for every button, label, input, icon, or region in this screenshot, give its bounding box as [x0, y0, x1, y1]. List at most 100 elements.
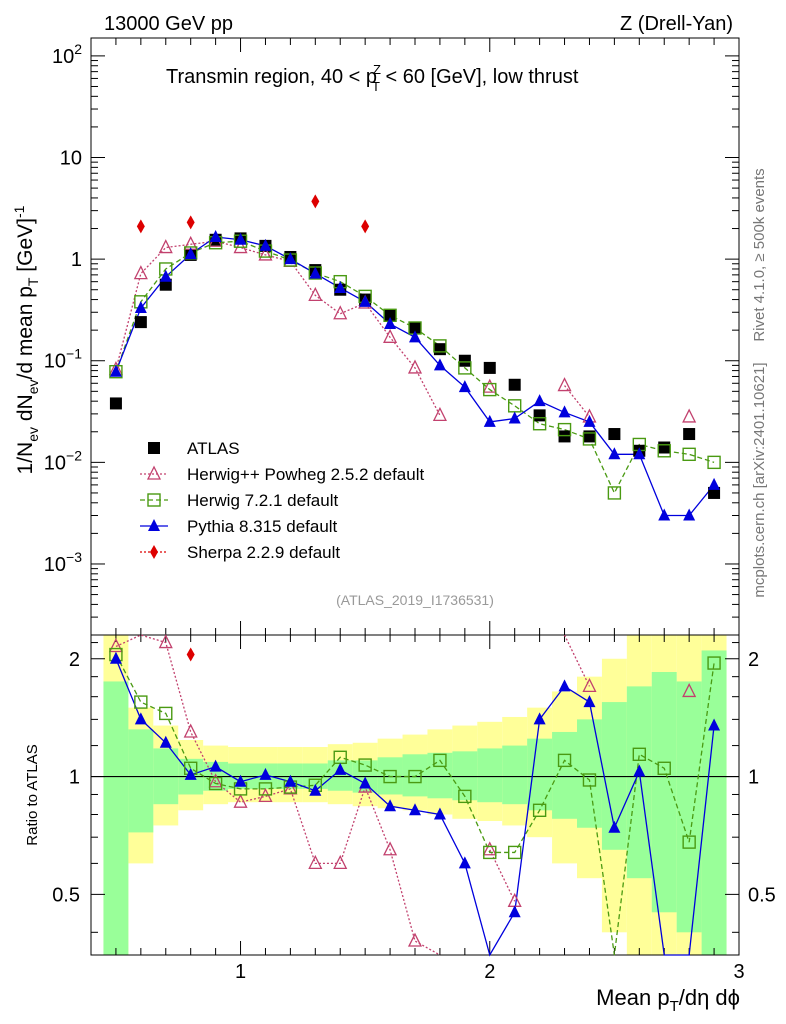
series-2-point: [582, 432, 597, 446]
series-0-point: [608, 428, 621, 441]
series-0-point: [109, 397, 122, 410]
series-3-point: [483, 414, 496, 427]
series-2-ratio-point: [682, 835, 696, 849]
series-1-line: [115, 240, 441, 416]
series-3-point: [109, 364, 122, 377]
header-right: Z (Drell-Yan): [620, 13, 733, 35]
series-4-point: [311, 194, 320, 209]
series-1-point: [557, 377, 572, 392]
series-1-point: [383, 328, 398, 343]
band-green-12: [402, 754, 428, 797]
series-3-ratio-point: [259, 767, 272, 780]
band-green-23: [676, 681, 702, 933]
series-1-ratio-point: [333, 854, 348, 870]
series-3-point: [384, 316, 397, 329]
series-1-ratio-point: [208, 773, 223, 788]
series-2-ratio-point: [532, 803, 547, 817]
y-tick-label: 10−3: [44, 549, 82, 576]
series-1-point: [682, 408, 697, 423]
series-2-ratio-point: [657, 761, 671, 775]
series-3-point: [458, 380, 471, 393]
series-3-ratio-point: [134, 712, 147, 725]
y-axis-label: 1/Nev dNev/d mean pT [GeV]-1: [11, 205, 41, 474]
series-3-ratio-point: [184, 767, 197, 780]
y-tick-label: 1: [71, 249, 82, 271]
series-3-point: [284, 252, 297, 265]
series-3-ratio-point: [409, 803, 421, 816]
series-1-point: [158, 239, 173, 254]
ylabel-sub-1: ev: [25, 427, 41, 442]
series-3-ratio-point: [433, 807, 446, 820]
x-tick-label: 2: [484, 961, 495, 983]
series-2-point: [532, 417, 547, 431]
series-1-point: [432, 406, 447, 422]
series-3-ratio-point: [533, 712, 546, 725]
series-1-ratio-point: [283, 780, 298, 795]
series-3-ratio-point: [583, 695, 596, 708]
legend-label-4: Sherpa 2.2.9 default: [187, 543, 340, 562]
y-tick-label: 102: [52, 41, 82, 68]
legend-marker-4: [150, 545, 158, 559]
series-3-ratio-point: [234, 774, 247, 787]
series-3-point: [533, 394, 546, 407]
series-1-ratio-point: [308, 854, 323, 870]
series-0-point: [558, 430, 571, 443]
series-3-point: [159, 269, 172, 282]
series-3-ratio-point: [109, 651, 122, 664]
series-0-point: [458, 354, 471, 367]
series-1-point: [407, 359, 423, 374]
xlabel-part-1: Mean p: [596, 985, 669, 1010]
xlabel-sub: T: [670, 998, 679, 1015]
series-3-ratio-point: [309, 783, 322, 796]
legend-label-3: Pythia 8.315 default: [187, 517, 338, 536]
series-2-ratio-point: [433, 753, 447, 768]
series-3-point: [608, 447, 621, 460]
series-1-ratio-point: [407, 932, 423, 947]
series-0-point: [583, 430, 596, 443]
series-0-point: [683, 428, 696, 441]
series-0-point: [134, 316, 147, 329]
series-1-ratio-point: [108, 638, 123, 653]
series-4-point: [136, 219, 145, 234]
ylabel-part-4: [GeV]: [14, 218, 37, 278]
series-0-point: [433, 343, 446, 356]
band-green-0: [103, 681, 129, 955]
ratio-tick-label: 0.5: [52, 884, 80, 906]
series-2-ratio-point: [707, 656, 721, 670]
series-1-line: [563, 634, 591, 687]
ratio-tick-label: 1: [69, 767, 80, 789]
legend: ATLAS Herwig++ Powheg 2.5.2 default Herwig…: [140, 439, 424, 562]
series-1-ratio-point: [158, 634, 173, 649]
chart-title: Transmin region, 40 < pZ T < 60 [GeV], lo…: [166, 62, 579, 94]
x-tick-label: 1: [235, 961, 246, 983]
series-3-ratio-point: [633, 764, 646, 777]
series-2-ratio-point: [458, 789, 472, 804]
series-1-ratio-point: [582, 677, 597, 693]
series-2-point: [507, 399, 522, 413]
series-2-ratio-point: [258, 782, 273, 796]
series-2-ratio-point: [134, 695, 148, 709]
series-2-ratio-point: [582, 773, 597, 787]
series-1-ratio-point: [482, 841, 497, 856]
series-1-point: [333, 305, 348, 320]
y-tick-label: 10: [60, 148, 82, 170]
band-green-1: [128, 729, 154, 833]
watermark: (ATLAS_2019_I1736531): [336, 592, 494, 608]
series-1-point: [308, 286, 323, 302]
series-3-ratio-point: [708, 718, 721, 731]
legend-marker-1: [146, 465, 162, 480]
series-2-line: [115, 654, 715, 956]
series-3-point: [209, 230, 222, 243]
series-2-point: [433, 339, 447, 353]
series-3-ratio-point: [608, 820, 621, 833]
series-1-point: [133, 265, 148, 280]
series-marks: [108, 194, 721, 947]
series-4-point: [186, 215, 195, 230]
ylabel-part-3: /d mean p: [14, 286, 37, 379]
series-1-ratio-point: [682, 682, 697, 698]
legend-label-0: ATLAS: [187, 439, 240, 458]
series-3-point: [184, 247, 197, 260]
series-2-point: [557, 422, 572, 437]
series-2-point: [607, 486, 622, 500]
